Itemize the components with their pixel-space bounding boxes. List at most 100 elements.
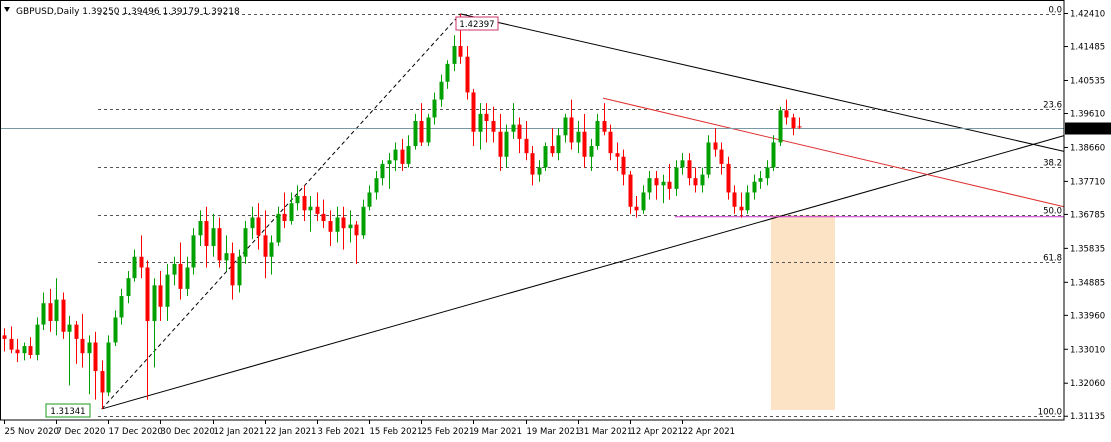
candle-body [608, 131, 613, 154]
candle-body [74, 324, 79, 339]
price-tick-label: 1.31135 [1070, 412, 1105, 422]
candle [654, 171, 659, 200]
candle [595, 113, 600, 150]
candle [680, 153, 685, 175]
candle [524, 121, 529, 161]
candle [745, 185, 750, 214]
candle [119, 288, 124, 325]
candle [185, 256, 190, 297]
date-tick-label: 9 Mar 2021 [474, 427, 522, 437]
high-price-box [455, 16, 499, 31]
candle-body [237, 256, 242, 286]
candle-body [530, 153, 535, 175]
candle [719, 142, 724, 175]
candle [380, 160, 385, 186]
current-price-label: 1.39218 [1069, 125, 1104, 135]
candle-body [537, 167, 542, 175]
candle-body [15, 349, 20, 354]
fib-anchor-line [101, 13, 461, 410]
candle [28, 337, 33, 359]
candle-body [308, 206, 313, 211]
candle-body [674, 167, 679, 189]
candle [269, 235, 274, 275]
low-price-label: 1.31341 [50, 407, 85, 417]
candle [765, 160, 770, 186]
candle-body [589, 146, 594, 157]
candle-body [732, 192, 737, 207]
candle-body [126, 278, 131, 297]
candle-body [700, 174, 705, 186]
candle-body [87, 342, 92, 354]
candle-body [661, 181, 666, 186]
candle [54, 278, 59, 336]
candle [348, 210, 353, 243]
candle [315, 192, 320, 222]
candle-body [452, 46, 457, 64]
candle [321, 199, 326, 229]
candle [621, 149, 626, 186]
candle-body [256, 217, 261, 236]
candle-body [48, 303, 53, 322]
candle-body [498, 131, 503, 157]
candle [667, 163, 672, 200]
candle [726, 156, 731, 200]
date-tick-label: 3 Feb 2021 [318, 427, 366, 437]
candle [511, 103, 516, 139]
date-tick-label: 7 Dec 2020 [57, 427, 106, 437]
fib-level-label: 100.0 [1038, 408, 1062, 418]
candle [556, 128, 561, 161]
candle [471, 88, 476, 147]
candle [35, 317, 40, 361]
candle-body [380, 163, 385, 179]
candle-body [158, 285, 163, 307]
candle-body [797, 126, 802, 128]
candle-body [465, 56, 470, 93]
candle-body [582, 131, 587, 157]
candle-body [602, 121, 607, 132]
candle [687, 153, 692, 186]
candle [576, 121, 581, 154]
candle-body [263, 235, 268, 257]
date-tick-label: 22 Apr 2021 [683, 427, 736, 437]
candle-body [217, 228, 222, 261]
candle [165, 263, 170, 322]
date-tick-label: 12 Jan 2021 [214, 427, 265, 437]
low-price-box [45, 403, 91, 418]
candle [74, 321, 79, 364]
candle-body [628, 174, 633, 207]
candle [739, 192, 744, 218]
candle-body [687, 160, 692, 179]
candle [784, 99, 789, 125]
candle-body [439, 81, 444, 100]
candle [250, 206, 255, 239]
candle-body [198, 221, 203, 236]
candle-body [511, 124, 516, 132]
candle-body [276, 213, 281, 243]
price-tick-label: 1.38660 [1070, 143, 1105, 153]
candle-body [667, 181, 672, 189]
symbol-toggle-icon[interactable] [4, 7, 10, 12]
candle [256, 203, 261, 250]
candle-body [61, 299, 66, 332]
candle [602, 103, 607, 136]
red-trendline [602, 97, 1065, 208]
candle-body [713, 142, 718, 150]
target-zone [771, 214, 835, 410]
candle [328, 210, 333, 247]
candle-body [289, 203, 294, 222]
candle [608, 124, 613, 161]
price-tick-label: 1.37710 [1070, 177, 1105, 187]
candle-body [791, 117, 796, 129]
candle [517, 117, 522, 154]
candle-body [400, 149, 405, 164]
high-price-label: 1.42397 [459, 20, 494, 30]
symbol-header: GBPUSD,Daily 1.39250 1.39496 1.39179 1.3… [16, 7, 240, 17]
candle [87, 335, 92, 395]
candle [713, 128, 718, 157]
candle [263, 210, 268, 279]
candle-body [341, 217, 346, 229]
candle-body [165, 274, 170, 307]
candle-body [745, 192, 750, 211]
